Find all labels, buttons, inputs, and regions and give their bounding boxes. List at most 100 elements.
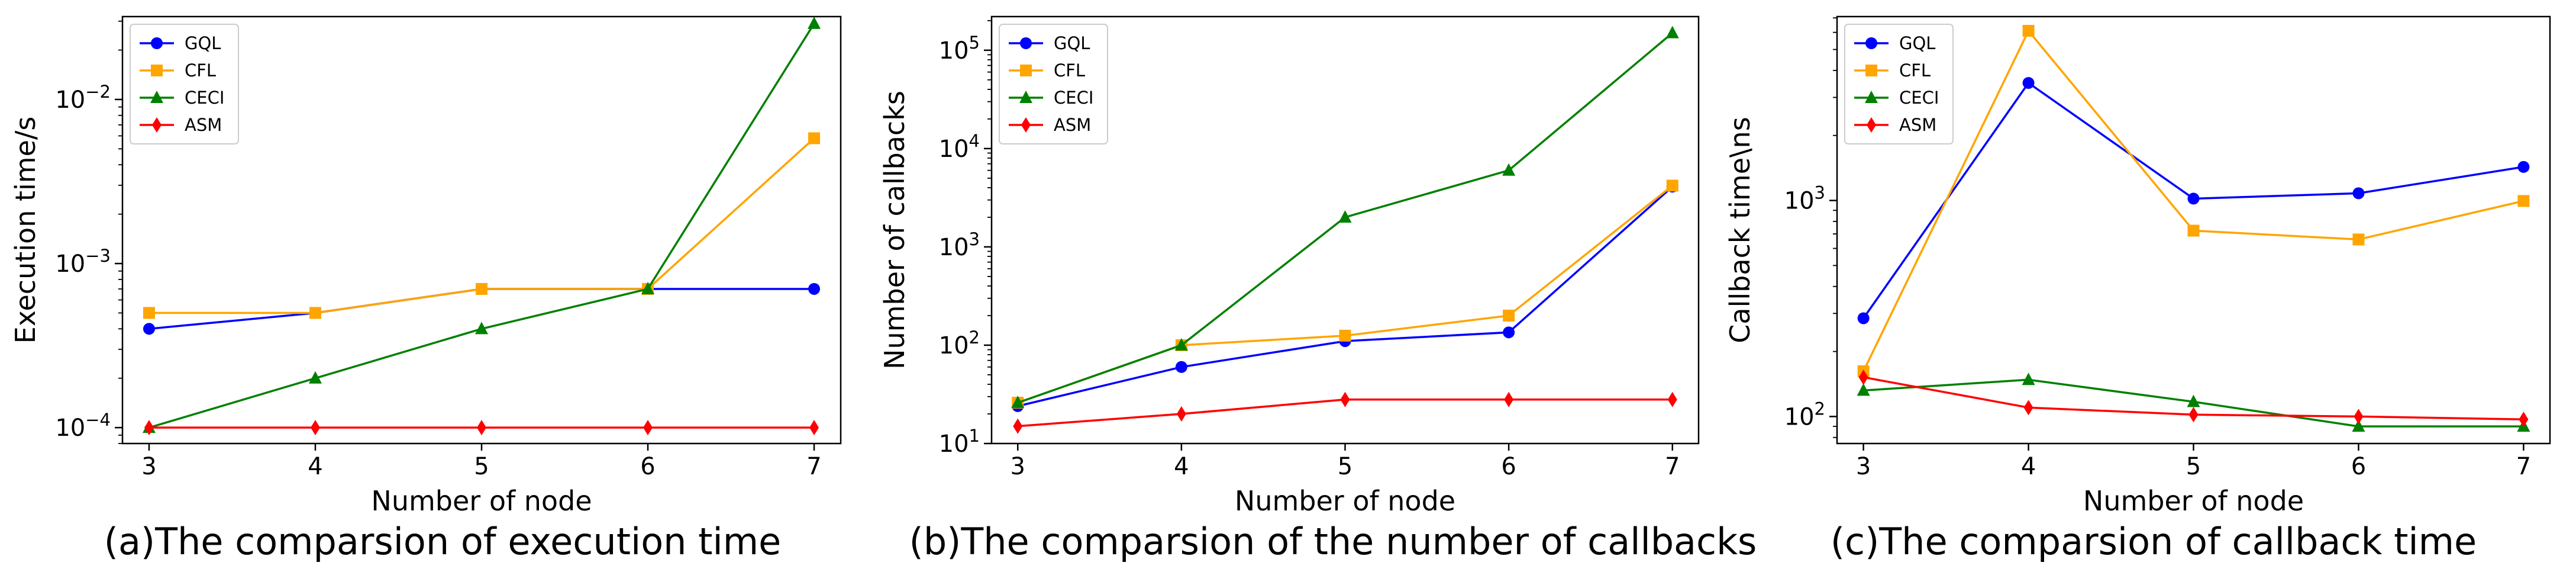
data-point-ceci (2187, 394, 2200, 407)
legend-marker (1865, 37, 1877, 49)
data-point-ceci (1011, 396, 1025, 409)
data-point-asm (2188, 407, 2199, 423)
x-tick-label: 7 (2516, 453, 2531, 480)
y-tick-label: 10−3 (55, 246, 111, 278)
legend-marker (1867, 117, 1876, 133)
data-point-asm (1858, 369, 1868, 385)
y-tick-label: 10−2 (55, 82, 111, 114)
data-point-ceci (1857, 383, 1870, 396)
y-tick-label: 103 (939, 229, 980, 261)
legend-marker (151, 37, 163, 49)
x-tick-label: 5 (474, 453, 489, 480)
y-tick-label: 102 (1784, 399, 1825, 430)
y-tick-label: 103 (1784, 183, 1825, 215)
data-point-asm (643, 420, 653, 436)
data-point-asm (1504, 391, 1514, 407)
data-point-cfl (1339, 329, 1351, 342)
legend-box (999, 24, 1108, 144)
legend-label: GQL (1899, 33, 1935, 53)
data-point-gql (808, 282, 821, 295)
legend-marker (1019, 91, 1032, 103)
data-point-gql (2517, 160, 2530, 173)
legend-label: GQL (1054, 33, 1090, 53)
panel-caption: (a)The comparsion of execution time (104, 520, 782, 563)
x-axis-label: Number of node (371, 485, 592, 517)
legend-label: CFL (185, 60, 216, 81)
data-point-asm (1013, 418, 1023, 434)
legend-label: CECI (1054, 88, 1093, 108)
x-tick-label: 4 (2021, 453, 2036, 480)
data-point-ceci (2022, 372, 2035, 385)
x-tick-label: 3 (141, 453, 156, 480)
x-tick-label: 5 (1338, 453, 1352, 480)
data-point-cfl (1503, 309, 1515, 322)
x-tick-label: 5 (2186, 453, 2201, 480)
data-point-cfl (2187, 224, 2200, 237)
legend-label: ASM (1054, 115, 1091, 135)
data-point-asm (1176, 406, 1186, 422)
data-point-asm (144, 420, 154, 436)
data-point-asm (2023, 400, 2033, 416)
legend-label: GQL (185, 33, 221, 53)
chart-3: 3 4 5 6 7 102 103 Number of node Callback time\n… (1724, 15, 2551, 563)
legend-box (130, 24, 239, 144)
y-tick-label: 102 (939, 327, 980, 359)
data-point-ceci (1174, 338, 1188, 351)
x-axis-label: Number of node (2083, 485, 2304, 517)
y-axis-label: Number of callbacks (879, 91, 911, 369)
y-axis-label: Callback time\ns (1724, 117, 1756, 343)
x-tick-label: 3 (1011, 453, 1025, 480)
x-axis-label: Number of node (1235, 485, 1455, 517)
legend-label: CECI (185, 88, 224, 108)
x-tick-label: 7 (1665, 453, 1680, 480)
x-tick-label: 7 (806, 453, 821, 480)
data-point-cfl (2352, 233, 2365, 246)
legend-marker (152, 117, 162, 133)
y-axis-label: Execution time/s (9, 117, 41, 344)
data-point-ceci (475, 322, 488, 335)
data-point-asm (310, 420, 320, 436)
data-point-gql (1503, 326, 1515, 339)
data-point-gql (2187, 192, 2200, 205)
data-point-ceci (808, 16, 821, 29)
data-point-ceci (1338, 210, 1352, 223)
data-point-asm (809, 420, 819, 436)
legend-marker (150, 91, 163, 103)
legend-box (1844, 24, 1954, 144)
legend-label: ASM (1899, 115, 1936, 135)
data-point-gql (2352, 187, 2365, 200)
data-point-gql (143, 323, 155, 335)
legend-marker (151, 65, 163, 76)
legend-label: CFL (1054, 60, 1085, 81)
panel-caption: (c)The comparsion of callback time (1831, 520, 2477, 563)
data-point-cfl (2517, 195, 2530, 207)
legend-label: CFL (1899, 60, 1931, 81)
data-point-cfl (143, 307, 155, 319)
x-tick-label: 6 (1501, 453, 1516, 480)
data-point-gql (1175, 361, 1187, 373)
data-point-cfl (309, 307, 321, 319)
data-point-asm (1667, 391, 1677, 407)
y-tick-label: 10−4 (55, 410, 111, 442)
data-point-ceci (2352, 419, 2365, 432)
x-tick-label: 6 (640, 453, 655, 480)
x-tick-label: 4 (1174, 453, 1189, 480)
y-tick-label: 105 (939, 33, 980, 65)
legend-marker (1021, 117, 1031, 133)
series-line-ceci (149, 23, 815, 429)
chart-2: 3 4 5 6 7 101 102 103 104 105 Number of node Number… (879, 15, 1757, 563)
chart-1: 3 4 5 6 7 10−4 10−3 10−2 Number of node Execution… (9, 15, 842, 563)
data-point-asm (2519, 412, 2529, 428)
legend-label: CECI (1899, 88, 1939, 108)
legend-marker (1020, 65, 1032, 76)
legend-marker (1865, 65, 1877, 76)
data-point-cfl (476, 282, 488, 295)
y-tick-label: 104 (939, 131, 980, 163)
data-point-ceci (1502, 163, 1516, 176)
x-tick-label: 6 (2351, 453, 2366, 480)
data-point-cfl (1666, 179, 1678, 192)
data-point-ceci (308, 371, 322, 384)
data-point-asm (2354, 409, 2364, 425)
data-point-cfl (808, 132, 821, 144)
